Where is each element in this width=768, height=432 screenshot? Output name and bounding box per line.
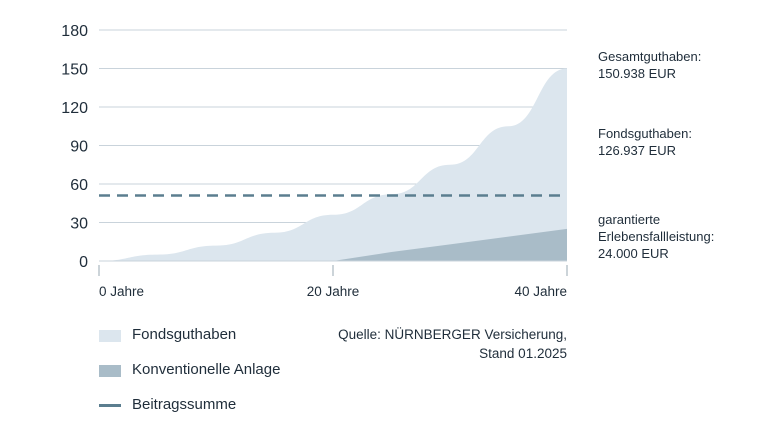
annotation-total-label: Gesamtguthaben: [598, 49, 702, 64]
source-line-2: Stand 01.2025 [479, 346, 567, 361]
y-tick-label: 30 [70, 216, 88, 233]
y-tick-label: 90 [70, 139, 88, 156]
annotation-fund: Fondsguthaben: 126.937 EUR [598, 125, 692, 159]
area-konventionelle-anlage [99, 228, 567, 261]
source-note: Quelle: NÜRNBERGER Versicherung, Stand 0… [338, 325, 567, 363]
x-tick-label: 40 Jahre [514, 284, 567, 299]
legend-swatch-contributions [99, 404, 121, 407]
annotation-fund-label: Fondsguthaben: [598, 126, 692, 141]
legend-label-fund: Fondsguthaben [132, 326, 237, 343]
area-fondsguthaben [99, 68, 567, 261]
y-tick-label: 180 [61, 23, 88, 40]
legend-swatch-conventional [99, 365, 121, 377]
annotation-total-value: 150.938 EUR [598, 66, 677, 81]
x-tick-label: 20 Jahre [307, 284, 360, 299]
annotation-guaranteed-value: 24.000 EUR [598, 246, 669, 261]
annotation-guaranteed-label: garantierte [598, 212, 661, 227]
annotation-fund-value: 126.937 EUR [598, 143, 677, 158]
legend-label-contributions: Beitragssumme [132, 396, 237, 413]
x-tick-label: 0 Jahre [99, 284, 144, 299]
source-line-1: Quelle: NÜRNBERGER Versicherung, [338, 327, 567, 342]
annotation-total: Gesamtguthaben: 150.938 EUR [598, 48, 701, 82]
y-tick-label: 60 [70, 177, 88, 194]
legend-swatch-fund [99, 330, 121, 342]
y-tick-label: 120 [61, 100, 88, 117]
y-tick-label: 150 [61, 62, 88, 79]
legend-label-conventional: Konventionelle Anlage [132, 361, 281, 378]
y-tick-label: 0 [79, 254, 88, 271]
annotation-guaranteed: garantierte Erlebensfallleistung: 24.000… [598, 211, 714, 262]
annotation-guaranteed-label2: Erlebensfallleistung: [598, 229, 715, 244]
